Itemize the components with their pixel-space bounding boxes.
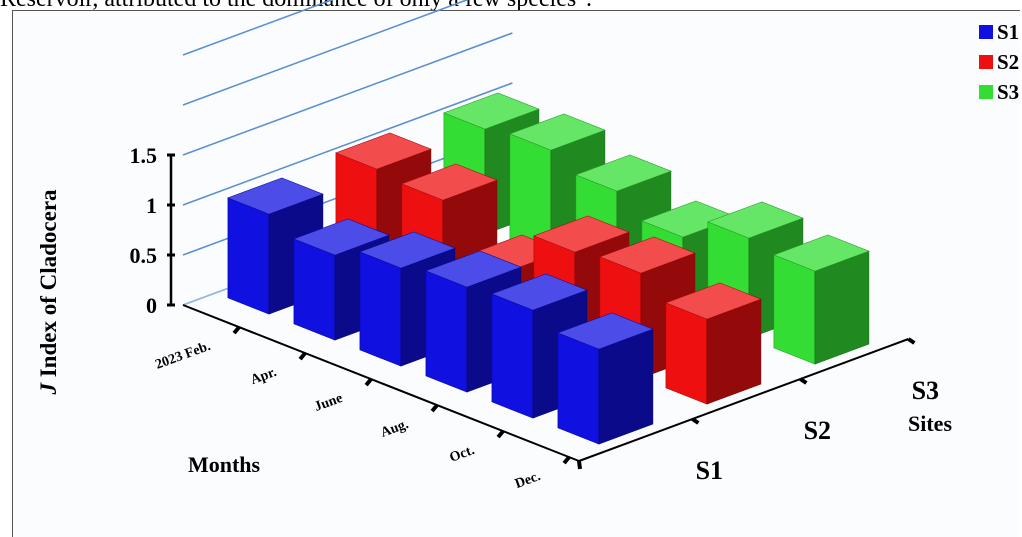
month-tick-label: Aug.	[379, 417, 411, 441]
site-tick-label: S1	[696, 456, 723, 485]
chart-bars	[227, 92, 870, 445]
bar-top-face	[773, 234, 870, 272]
bar-top-face	[293, 218, 390, 256]
value-tick-label: 0.5	[130, 243, 158, 268]
month-tick-label: Dec.	[513, 469, 543, 492]
legend-label-S2: S2	[997, 50, 1019, 74]
month-tick	[298, 351, 307, 361]
bar-front-face	[665, 302, 708, 405]
bar-front-face	[293, 238, 336, 341]
bar-top-face	[533, 215, 630, 253]
month-tick	[562, 455, 571, 465]
bar-top-face	[335, 132, 432, 170]
value-tick-label: 1	[146, 193, 157, 218]
bar-front-face	[491, 293, 534, 419]
month-tick	[430, 403, 439, 413]
month-tick	[364, 377, 373, 387]
site-tick	[799, 377, 808, 385]
bar-top-face	[665, 282, 762, 320]
bar-front-face	[227, 197, 270, 315]
month-tick-label: 2023 Feb.	[153, 339, 212, 373]
month-tick-label: June	[312, 391, 344, 415]
bar-top-face	[557, 312, 654, 350]
bar-top-face	[425, 250, 522, 288]
bar-S1-2023-Feb	[227, 177, 324, 315]
legend-swatch-S2	[979, 55, 993, 69]
y-axis-title: J Index of Cladocera	[36, 189, 61, 396]
chart-legend: S1 S2 S3	[979, 20, 1019, 104]
value-tick-label: 0	[146, 293, 157, 318]
legend-swatch-S3	[979, 85, 993, 99]
chart-axes	[167, 153, 916, 470]
bar-front-face	[773, 254, 816, 365]
bar-top-face	[491, 273, 588, 311]
bar-top-face	[401, 163, 498, 201]
chart-labels: 0 0.5 1 1.5 2023 Feb. Apr. June Aug. Oct. Dec. S1 S…	[36, 143, 952, 492]
bar-top-face	[443, 92, 540, 130]
bar-top-face	[359, 231, 456, 269]
bar-top-face	[227, 177, 324, 215]
bar-front-face	[425, 270, 468, 393]
site-axis	[578, 338, 909, 462]
month-tick-label: Apr.	[249, 365, 279, 388]
bar-top-face	[707, 201, 804, 239]
bar-top-face	[575, 154, 672, 192]
bar-front-face	[557, 332, 600, 445]
bar-front-face	[359, 251, 402, 367]
bar-S3-Dec	[773, 234, 870, 365]
month-tick	[496, 429, 505, 439]
x-axis-title: Months	[188, 452, 261, 477]
bar-S2-Dec	[665, 282, 762, 405]
gridline	[182, 0, 469, 106]
site-tick	[907, 337, 916, 345]
month-axis	[182, 304, 580, 462]
legend-swatch-S1	[979, 25, 993, 39]
site-tick-label: S3	[912, 376, 939, 405]
z-axis-title: Sites	[908, 411, 952, 436]
month-tick-label: Oct.	[448, 443, 477, 466]
value-tick-label: 1.5	[130, 143, 158, 168]
month-tick	[577, 460, 582, 470]
bar-S1-Dec	[557, 312, 654, 445]
gridline	[182, 82, 513, 206]
bar-top-face	[599, 236, 696, 274]
site-tick-label: S2	[804, 416, 831, 445]
gridline	[182, 0, 334, 56]
legend-label-S1: S1	[997, 20, 1019, 44]
gridline	[182, 32, 513, 156]
bar-top-face	[509, 113, 606, 151]
month-tick	[232, 325, 241, 335]
legend-label-S3: S3	[997, 80, 1019, 104]
site-tick	[691, 417, 700, 425]
